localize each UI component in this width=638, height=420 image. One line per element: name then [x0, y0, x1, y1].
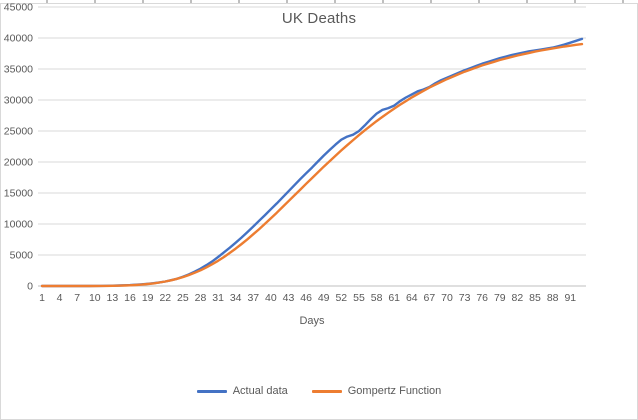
- y-axis-tick-label: 30000: [4, 95, 33, 107]
- x-axis-tick-label: 61: [388, 292, 400, 304]
- legend-item-gompertz-function[interactable]: Gompertz Function: [311, 385, 442, 397]
- y-axis-tick-label: 0: [27, 281, 33, 293]
- x-axis-tick-label: 46: [300, 292, 312, 304]
- x-axis-tick-label: 37: [247, 292, 259, 304]
- x-axis-tick-label: 91: [564, 292, 576, 304]
- x-axis-tick-label: 70: [441, 292, 453, 304]
- x-axis-tick-label: 52: [335, 292, 347, 304]
- x-axis-tick-label: 67: [424, 292, 436, 304]
- x-axis-tick-label: 28: [195, 292, 207, 304]
- x-axis-tick-label: 4: [57, 292, 63, 304]
- x-axis-tick-label: 82: [512, 292, 524, 304]
- x-axis-tick-label: 58: [371, 292, 383, 304]
- chart-title[interactable]: UK Deaths: [281, 10, 357, 27]
- x-axis-tick-label: 25: [177, 292, 189, 304]
- legend-line-swatch: [311, 389, 342, 393]
- x-axis-tick-label: 19: [142, 292, 154, 304]
- x-axis-tick-label: 88: [547, 292, 559, 304]
- x-axis-tick-label: 13: [107, 292, 119, 304]
- x-axis-tick-label: 43: [283, 292, 295, 304]
- x-axis-tick-label: 34: [230, 292, 242, 304]
- x-axis-tick-label: 76: [476, 292, 488, 304]
- x-axis-tick-label: 40: [265, 292, 277, 304]
- worksheet-column-ticks: [0, 0, 638, 3]
- y-axis-tick-label: 45000: [4, 2, 33, 14]
- x-axis-tick-label: 16: [124, 292, 136, 304]
- x-axis-tick-label: 49: [318, 292, 330, 304]
- y-axis-tick-label: 40000: [4, 33, 33, 45]
- x-axis-title[interactable]: Days: [299, 315, 325, 327]
- y-axis-tick-label: 5000: [10, 250, 34, 262]
- legend-line-swatch: [196, 389, 227, 393]
- y-axis-tick-label: 25000: [4, 126, 33, 138]
- series-line-gompertz-function[interactable]: [40, 42, 584, 288]
- chart-border[interactable]: [0, 3, 638, 420]
- x-axis-tick-label: 85: [529, 292, 541, 304]
- x-axis-tick-label: 73: [459, 292, 471, 304]
- x-axis-tick-label: 64: [406, 292, 418, 304]
- x-axis-tick-label: 55: [353, 292, 365, 304]
- x-axis-tick-label: 31: [212, 292, 224, 304]
- x-axis-tick-label: 22: [159, 292, 171, 304]
- y-axis-tick-label: 10000: [4, 219, 33, 231]
- legend-label: Gompertz Function: [347, 385, 442, 397]
- legend[interactable]: Actual data Gompertz Function: [0, 385, 638, 397]
- x-axis-tick-label: 7: [74, 292, 80, 304]
- x-axis-tick-label: 1: [39, 292, 45, 304]
- y-axis-tick-label: 35000: [4, 64, 33, 76]
- legend-label: Actual data: [232, 385, 288, 397]
- y-axis-tick-label: 15000: [4, 188, 33, 200]
- legend-item-actual-data[interactable]: Actual data: [196, 385, 288, 397]
- y-axis-tick-label: 20000: [4, 157, 33, 169]
- x-axis-tick-label: 79: [494, 292, 506, 304]
- x-axis-tick-label: 10: [89, 292, 101, 304]
